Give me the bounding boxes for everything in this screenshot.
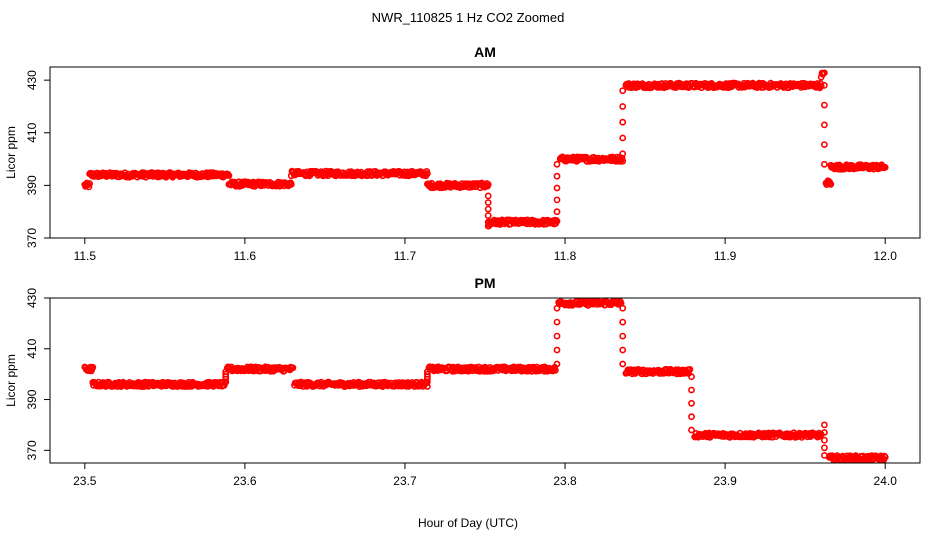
data-point [619,103,627,110]
x-tick-label: 23.5 [73,474,97,488]
data-point [287,180,295,188]
data-point [619,360,627,368]
data-point [821,421,828,429]
data-point [619,318,627,326]
x-tick-label: 11.8 [554,249,577,263]
data-point [881,453,889,461]
y-tick-label: 370 [25,440,39,460]
x-tick-label: 23.8 [553,474,577,488]
y-tick-label: 390 [25,389,39,409]
data-point [85,183,93,191]
y-tick-label: 410 [25,338,39,358]
data-point [553,304,561,312]
data-point [553,332,561,340]
data-point [484,218,492,226]
data-point [619,157,627,165]
x-tick-label: 24.0 [874,474,898,488]
data-point [688,399,695,407]
plot-frame-am [49,66,921,239]
data-point [821,69,828,77]
data-point [619,118,627,126]
data-point [688,373,695,381]
data-point [553,318,561,326]
data-point [222,368,230,375]
data-point [688,426,695,434]
x-tick-label: 11.7 [394,249,417,263]
data-point [289,364,297,372]
data-point [552,366,559,374]
y-tick-label: 430 [25,70,39,90]
x-tick-label: 23.6 [233,474,257,488]
y-tick-label: 390 [25,175,39,195]
data-point [619,87,627,95]
data-point [553,346,561,354]
data-point [619,332,627,340]
panel-title-pm: PM [475,275,496,291]
data-point [817,82,825,90]
data-point [619,134,627,142]
data-point [881,163,889,171]
x-axis-label: Hour of Day (UTC) [418,516,518,530]
data-point [553,172,561,180]
x-tick-label: 11.5 [74,249,97,263]
data-point [484,205,492,213]
data-points-pm [81,297,889,464]
data-point [423,368,431,375]
data-point [827,180,835,188]
data-point [553,184,561,192]
data-point [484,212,492,219]
data-point [821,82,828,89]
data-point [821,101,828,109]
data-point [484,180,492,188]
data-point [686,365,694,373]
data-points-am [81,69,889,230]
figure-title: NWR_110825 1 Hz CO2 Zoomed [372,10,565,25]
panels: AM Licor ppm 11.5 11.6 11.7 11.8 11.9 12.0 370 39… [4,44,921,488]
data-point [821,429,828,436]
data-point [619,150,627,158]
data-point [553,160,561,168]
data-point [89,363,97,371]
data-point [619,346,627,354]
plot-frame-pm [49,297,921,464]
data-point [688,386,695,394]
y-tick-label: 370 [25,228,39,248]
data-point [222,370,230,378]
data-point [553,360,561,368]
data-point [553,217,561,225]
x-tick-label: 12.0 [874,249,898,263]
data-point [423,370,431,378]
panel-pm: PM Licor ppm 23.5 23.6 23.7 23.8 23.9 24.0 370 39… [4,275,921,488]
data-point [821,436,828,444]
y-axis-label-pm: Licor ppm [4,354,18,407]
x-tick-label: 11.6 [234,249,257,263]
data-point [688,413,695,421]
x-tick-label: 23.7 [393,474,417,488]
data-point [821,121,828,129]
data-point [821,451,828,459]
data-point [619,304,627,312]
x-tick-label: 23.9 [713,474,737,488]
data-point [553,208,561,216]
data-point [484,192,492,200]
y-tick-label: 430 [25,288,39,308]
data-point [423,170,431,177]
data-point [86,180,93,187]
data-point [484,199,492,206]
panel-am: AM Licor ppm 11.5 11.6 11.7 11.8 11.9 12.0 370 39… [4,44,921,263]
panel-title-am: AM [474,44,496,60]
y-tick-label: 410 [25,122,39,142]
y-axis-label-am: Licor ppm [4,126,18,179]
data-point [821,444,828,452]
data-point [225,172,233,179]
data-point [821,160,828,168]
data-point [821,141,828,148]
data-point [553,196,561,204]
x-tick-label: 11.9 [714,249,737,263]
